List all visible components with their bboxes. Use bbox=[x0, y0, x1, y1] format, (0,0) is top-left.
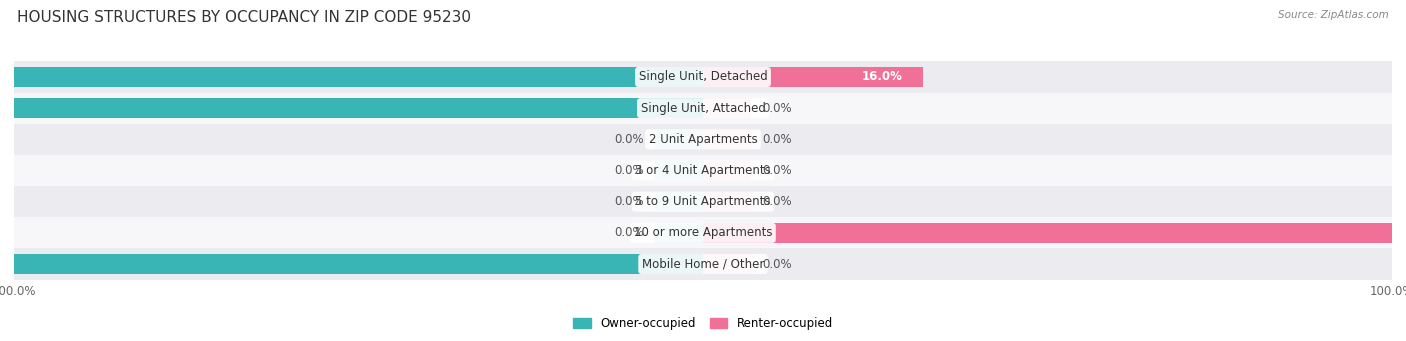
Text: HOUSING STRUCTURES BY OCCUPANCY IN ZIP CODE 95230: HOUSING STRUCTURES BY OCCUPANCY IN ZIP C… bbox=[17, 10, 471, 25]
Text: Single Unit, Detached: Single Unit, Detached bbox=[638, 71, 768, 84]
Text: 0.0%: 0.0% bbox=[762, 164, 792, 177]
Text: 2 Unit Apartments: 2 Unit Apartments bbox=[648, 133, 758, 146]
Bar bbox=[14, 61, 1392, 92]
Bar bbox=[0, 254, 703, 274]
Text: 0.0%: 0.0% bbox=[762, 257, 792, 270]
Text: 0.0%: 0.0% bbox=[762, 195, 792, 208]
Bar bbox=[14, 155, 1392, 186]
Bar bbox=[14, 249, 1392, 280]
Legend: Owner-occupied, Renter-occupied: Owner-occupied, Renter-occupied bbox=[568, 312, 838, 335]
Bar bbox=[703, 99, 751, 118]
Bar bbox=[0, 67, 703, 87]
Bar bbox=[655, 223, 703, 242]
Bar bbox=[14, 217, 1392, 249]
Text: Mobile Home / Other: Mobile Home / Other bbox=[641, 257, 765, 270]
Text: 0.0%: 0.0% bbox=[614, 133, 644, 146]
Bar bbox=[14, 92, 1392, 124]
Bar bbox=[655, 161, 703, 180]
Bar bbox=[14, 186, 1392, 217]
Text: 5 to 9 Unit Apartments: 5 to 9 Unit Apartments bbox=[636, 195, 770, 208]
Text: Source: ZipAtlas.com: Source: ZipAtlas.com bbox=[1278, 10, 1389, 20]
Text: 16.0%: 16.0% bbox=[862, 71, 903, 84]
Text: 0.0%: 0.0% bbox=[762, 102, 792, 115]
Bar bbox=[655, 130, 703, 149]
Text: 0.0%: 0.0% bbox=[762, 133, 792, 146]
Bar bbox=[0, 99, 703, 118]
Bar bbox=[703, 192, 751, 211]
Text: Single Unit, Attached: Single Unit, Attached bbox=[641, 102, 765, 115]
Bar bbox=[14, 124, 1392, 155]
Bar bbox=[703, 67, 924, 87]
Bar bbox=[655, 192, 703, 211]
Bar bbox=[703, 254, 751, 274]
Text: 10 or more Apartments: 10 or more Apartments bbox=[634, 226, 772, 239]
Text: 0.0%: 0.0% bbox=[614, 195, 644, 208]
Text: 0.0%: 0.0% bbox=[614, 164, 644, 177]
Bar bbox=[703, 223, 1406, 242]
Bar bbox=[703, 130, 751, 149]
Bar bbox=[703, 161, 751, 180]
Text: 3 or 4 Unit Apartments: 3 or 4 Unit Apartments bbox=[636, 164, 770, 177]
Text: 0.0%: 0.0% bbox=[614, 226, 644, 239]
